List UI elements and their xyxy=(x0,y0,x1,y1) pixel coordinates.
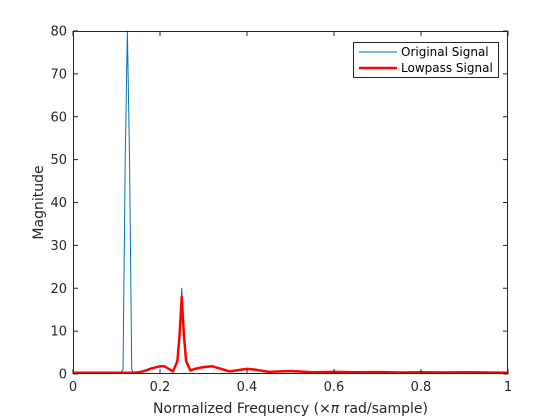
y-tick-label: 60 xyxy=(50,110,67,125)
series-layer xyxy=(73,30,509,374)
x-axis-label-prefix: Normalized Frequency ( xyxy=(153,401,319,417)
y-axis-label: Magnitude xyxy=(31,165,47,239)
y-tick-label: 70 xyxy=(50,67,67,82)
legend-box xyxy=(353,42,499,78)
series-line-lowpass-signal xyxy=(73,295,509,374)
y-tick-label: 80 xyxy=(50,25,67,40)
legend: Original Signal Lowpass Signal xyxy=(353,42,499,78)
y-tick-label: 10 xyxy=(50,325,67,340)
y-tick-label: 0 xyxy=(59,368,67,383)
legend-entry-lowpass-signal: Lowpass Signal xyxy=(401,61,493,75)
y-tick-label: 30 xyxy=(50,239,67,254)
x-tick-label: 1 xyxy=(504,380,512,395)
plot-area xyxy=(73,31,508,374)
x-axis-label: Normalized Frequency (×π rad/sample) xyxy=(153,401,428,417)
x-tick-label: 0.2 xyxy=(150,380,171,395)
y-tick-label: 20 xyxy=(50,282,67,297)
x-tick-label: 0.4 xyxy=(237,380,258,395)
legend-entry-original-signal: Original Signal xyxy=(401,45,489,59)
y-tick-label: 40 xyxy=(50,196,67,211)
x-axis-label-suffix: rad/sample) xyxy=(339,401,428,417)
x-axis-label-symbol: ×π xyxy=(319,401,340,417)
x-tick-label: 0.6 xyxy=(324,380,345,395)
x-tick-label: 0.8 xyxy=(411,380,432,395)
y-tick-label: 50 xyxy=(50,153,67,168)
x-tick-label: 0 xyxy=(69,380,77,395)
